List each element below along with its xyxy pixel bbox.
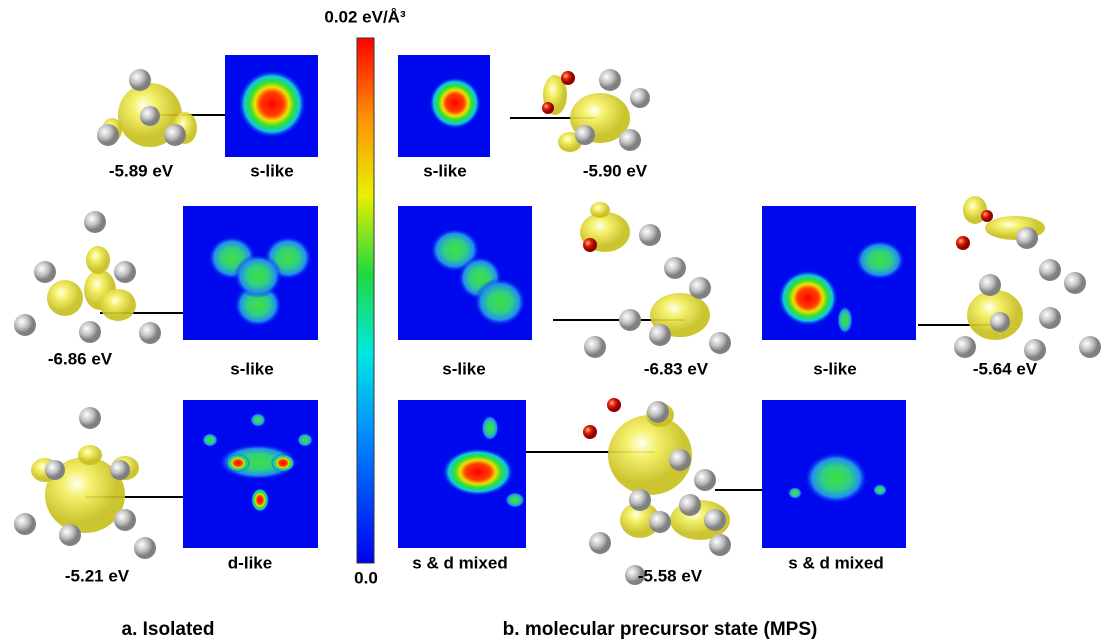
- atom: [59, 524, 81, 546]
- density-blob: [481, 415, 499, 441]
- energy: -5.58 eV: [638, 566, 703, 585]
- density-blob: [837, 306, 853, 334]
- atom: [709, 534, 731, 556]
- map-label: s & d mixed: [412, 553, 507, 572]
- map-label: d-like: [228, 553, 272, 572]
- atom: [704, 509, 726, 531]
- atom: [575, 125, 595, 145]
- isosurface: [590, 202, 610, 218]
- energy: -6.86 eV: [48, 349, 113, 368]
- isosurface: [78, 445, 102, 465]
- atom: [1039, 259, 1061, 281]
- atom: [34, 261, 56, 283]
- atom: [14, 314, 36, 336]
- map-label: s-like: [230, 359, 273, 378]
- energy: -5.89 eV: [109, 161, 174, 180]
- atom: [129, 69, 151, 91]
- atom: [14, 513, 36, 535]
- atom: [619, 309, 641, 331]
- energy: -5.64 eV: [973, 359, 1038, 378]
- map-label: s-like: [250, 161, 293, 180]
- energy: -6.83 eV: [644, 359, 709, 378]
- atom: [589, 532, 611, 554]
- isosurface: [86, 246, 110, 274]
- caption: b. molecular precursor state (MPS): [503, 619, 818, 640]
- atom: [619, 129, 641, 151]
- atom: [979, 274, 1001, 296]
- atom: [45, 460, 65, 480]
- atom: [79, 321, 101, 343]
- atom: [709, 332, 731, 354]
- density-blob: [226, 454, 250, 472]
- atom: [164, 124, 186, 146]
- atom: [990, 312, 1010, 332]
- caption: a. Isolated: [122, 619, 215, 640]
- colorbar-min: 0.0: [354, 568, 378, 587]
- atom: [1016, 227, 1038, 249]
- atom: [583, 425, 597, 439]
- atom: [954, 336, 976, 358]
- atom: [689, 277, 711, 299]
- atom: [1024, 339, 1046, 361]
- atom: [630, 88, 650, 108]
- atom: [981, 210, 993, 222]
- density-blob: [855, 240, 905, 280]
- atom: [649, 511, 671, 533]
- energy: -5.21 eV: [65, 566, 130, 585]
- colorbar: [357, 38, 374, 563]
- atom: [679, 494, 701, 516]
- atom: [114, 509, 136, 531]
- map-label: s-like: [442, 359, 485, 378]
- map-label: s-like: [423, 161, 466, 180]
- atom: [542, 102, 554, 114]
- atom: [97, 124, 119, 146]
- atom: [79, 407, 101, 429]
- atom: [694, 469, 716, 491]
- density-blob: [271, 454, 295, 472]
- illustrations: [14, 55, 1101, 585]
- atom: [669, 449, 691, 471]
- density-blob: [251, 488, 269, 512]
- atom: [629, 489, 651, 511]
- atom: [114, 261, 136, 283]
- density-blob: [804, 452, 868, 504]
- density-blob: [778, 270, 838, 326]
- atom: [139, 322, 161, 344]
- density-blob: [234, 254, 282, 298]
- atom: [647, 401, 669, 423]
- density-blob: [873, 484, 887, 496]
- atom: [639, 224, 661, 246]
- map-label: s & d mixed: [788, 553, 883, 572]
- isosurface: [47, 280, 83, 316]
- atom: [140, 106, 160, 126]
- atom: [134, 537, 156, 559]
- atom: [583, 238, 597, 252]
- map-label: s-like: [813, 359, 856, 378]
- density-blob: [788, 487, 802, 499]
- atom: [84, 211, 106, 233]
- atom: [1039, 307, 1061, 329]
- atom: [110, 460, 130, 480]
- atom: [561, 71, 575, 85]
- isosurface: [100, 289, 136, 321]
- density-blob: [429, 77, 481, 129]
- energy: -5.90 eV: [583, 161, 648, 180]
- density-blob: [250, 413, 266, 427]
- atom: [956, 236, 970, 250]
- density-blob: [238, 70, 306, 138]
- density-blob: [202, 433, 218, 447]
- atom: [649, 324, 671, 346]
- density-blob: [505, 492, 525, 508]
- atom: [599, 69, 621, 91]
- density-blob: [442, 448, 514, 496]
- density-blob: [474, 278, 526, 326]
- atom: [607, 398, 621, 412]
- atom: [664, 257, 686, 279]
- colorbar-max: 0.02 eV/Å³: [324, 7, 406, 26]
- density-blob: [297, 433, 313, 447]
- figure: 0.02 eV/Å³ 0.0 -5.89 eV -6.86 eV -5.21 e…: [0, 0, 1106, 641]
- atom: [584, 336, 606, 358]
- atom: [1079, 336, 1101, 358]
- atom: [1064, 272, 1086, 294]
